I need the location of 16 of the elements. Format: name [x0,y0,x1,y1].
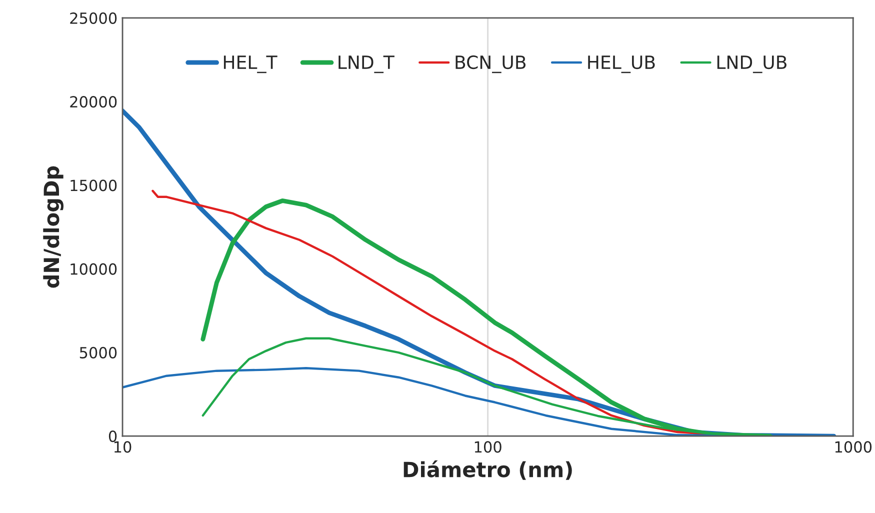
y-axis-title: dN/dlogDp [43,166,64,288]
x-axis-title: Diámetro (nm) [404,460,572,480]
legend-label: HEL_UB [588,56,655,74]
y-tick-label: 10000 [70,263,117,275]
legend-label: HEL_T [224,56,278,74]
y-tick-label: 25000 [70,12,117,24]
x-tick-label: 1000 [835,441,872,453]
y-tick-label: 5000 [80,346,117,358]
x-tick-label: 100 [474,441,502,453]
y-tick-label: 0 [108,430,117,442]
y-tick-label: 15000 [70,180,117,192]
legend-label: LND_UB [717,56,786,74]
legend-label: LND_T [338,56,394,74]
y-tick-label: 20000 [70,96,117,108]
x-tick-label: 10 [114,441,132,453]
legend-label: BCN_UB [456,55,526,74]
